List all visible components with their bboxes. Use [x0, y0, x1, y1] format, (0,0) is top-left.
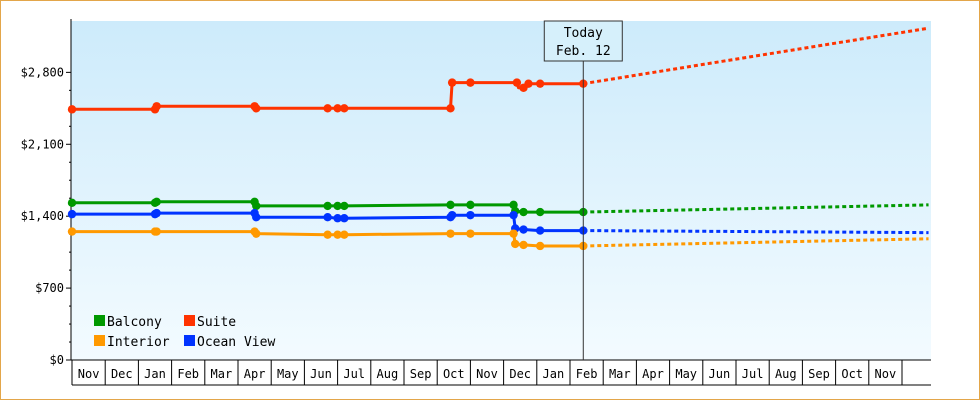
legend-swatch-interior [94, 335, 105, 346]
legend-swatch-balcony [94, 315, 105, 326]
legend-label-interior: Interior [107, 335, 170, 350]
x-tick-label: May [277, 367, 299, 381]
data-point-ocean-view [340, 214, 349, 223]
data-point-suite [252, 104, 261, 113]
data-point-suite [512, 78, 522, 87]
data-point-interior [535, 241, 545, 251]
x-tick-label: Aug [775, 367, 797, 381]
data-point-suite [446, 104, 455, 113]
x-tick-label: Dec [111, 367, 133, 381]
data-point-suite [67, 105, 77, 114]
x-tick-label: Oct [443, 367, 465, 381]
data-point-ocean-view [152, 208, 161, 218]
data-point-balcony [152, 197, 161, 206]
x-tick-label: Jun [709, 367, 731, 381]
x-tick-label: Sep [410, 367, 432, 381]
data-point-suite [535, 79, 545, 88]
data-point-interior [333, 230, 342, 239]
data-point-balcony [340, 201, 349, 211]
data-point-interior [466, 229, 475, 238]
data-point-ocean-view [252, 213, 261, 222]
data-point-balcony [252, 201, 261, 211]
data-point-ocean-view [67, 209, 77, 219]
x-tick-label: Sep [808, 367, 830, 381]
legend-label-balcony: Balcony [107, 315, 162, 330]
y-tick-label: $1,400 [21, 209, 64, 223]
x-tick-label: Jan [543, 367, 565, 381]
series-forecast-balcony [583, 203, 929, 214]
data-point-ocean-view [323, 213, 332, 222]
data-point-interior [446, 229, 455, 238]
legend-label-ocean-view: Ocean View [197, 335, 275, 350]
data-point-interior [511, 239, 520, 249]
legend-swatch-suite [184, 315, 195, 326]
x-tick-label: Jul [343, 367, 365, 381]
x-tick-label: Aug [377, 367, 399, 381]
data-point-interior [340, 230, 349, 239]
data-point-interior [252, 229, 261, 238]
y-tick-label: $700 [35, 281, 64, 295]
y-tick-label: $2,100 [21, 137, 64, 151]
x-tick-label: Mar [609, 367, 631, 381]
x-tick-label: Apr [642, 367, 664, 381]
legend-label-suite: Suite [197, 315, 236, 330]
data-point-suite [524, 79, 533, 88]
data-point-suite [333, 104, 342, 113]
data-point-balcony [535, 207, 545, 217]
data-point-ocean-view [509, 210, 518, 220]
x-tick-label: Nov [78, 367, 100, 381]
data-point-suite [323, 104, 332, 113]
data-point-suite [447, 78, 457, 87]
data-point-suite [152, 102, 161, 111]
data-point-interior [519, 240, 528, 250]
x-tick-label: Oct [841, 367, 863, 381]
x-tick-label: Feb [177, 367, 199, 381]
data-point-balcony [333, 201, 342, 211]
data-point-interior [67, 227, 77, 236]
data-point-ocean-view [519, 225, 528, 234]
x-tick-label: Nov [476, 367, 498, 381]
today-box [543, 20, 623, 62]
x-tick-label: Mar [211, 367, 233, 381]
data-point-ocean-view [466, 210, 475, 220]
data-point-balcony [519, 207, 528, 217]
x-tick-label: Apr [244, 367, 266, 381]
today-date: Feb. 12 [556, 44, 611, 59]
data-point-balcony [67, 198, 77, 208]
series-forecast-interior [583, 237, 929, 248]
x-tick-label: May [675, 367, 697, 381]
data-point-ocean-view [447, 210, 457, 220]
x-tick-label: Jul [742, 367, 764, 381]
x-tick-label: Nov [875, 367, 897, 381]
data-point-suite [340, 104, 349, 113]
x-tick-label: Jan [144, 367, 166, 381]
series-forecast-suite [583, 26, 929, 86]
data-point-ocean-view [333, 214, 342, 223]
data-point-interior [152, 227, 161, 236]
y-tick-label: $2,800 [21, 65, 64, 79]
x-tick-label: Dec [509, 367, 531, 381]
x-tick-label: Feb [576, 367, 598, 381]
x-tick-label: Jun [310, 367, 332, 381]
plot-area [71, 21, 931, 360]
data-point-balcony [466, 200, 475, 210]
y-tick-label: $0 [50, 353, 64, 367]
data-point-ocean-view [535, 226, 545, 235]
data-point-balcony [323, 201, 332, 211]
data-point-suite [466, 78, 475, 87]
data-point-balcony [446, 200, 455, 210]
data-point-interior [509, 229, 518, 238]
legend-swatch-ocean-view [184, 335, 195, 346]
data-point-interior [323, 230, 332, 239]
today-label: Today [564, 26, 603, 41]
series-forecast-ocean-view [583, 229, 929, 235]
